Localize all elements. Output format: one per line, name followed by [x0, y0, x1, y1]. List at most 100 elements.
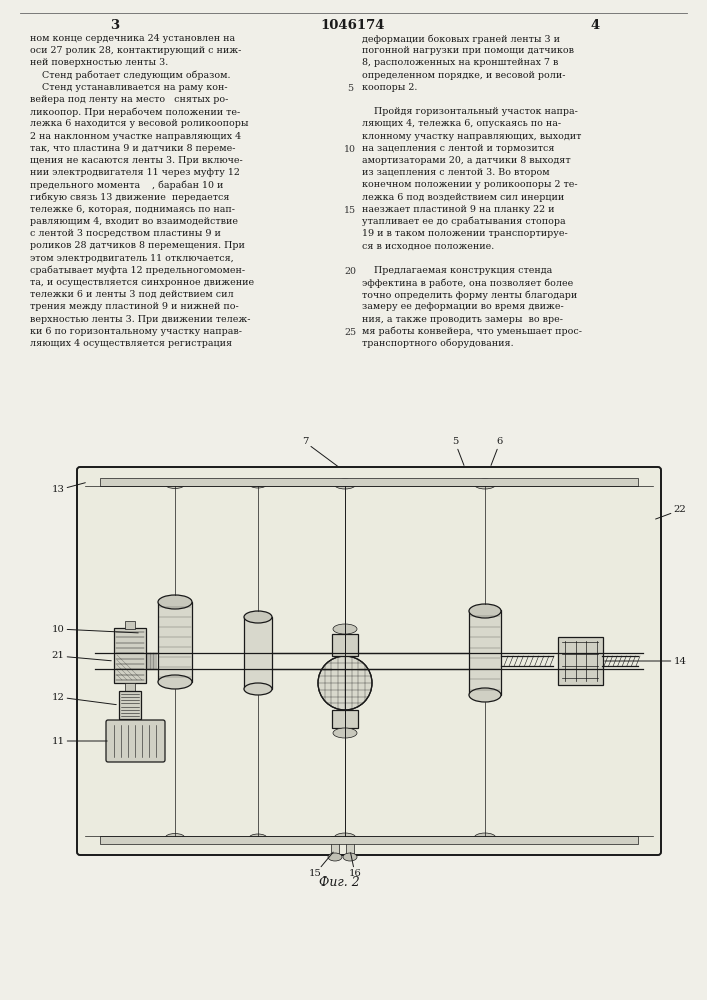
Text: 22: 22: [655, 506, 686, 519]
Ellipse shape: [158, 595, 192, 609]
Text: этом электродвигатель 11 отключается,: этом электродвигатель 11 отключается,: [30, 254, 234, 263]
Text: ния, а также проводить замеры  во вре-: ния, а также проводить замеры во вре-: [362, 315, 563, 324]
Ellipse shape: [343, 853, 357, 861]
Text: лежка 6 под воздействием сил инерции: лежка 6 под воздействием сил инерции: [362, 193, 564, 202]
Text: 5: 5: [452, 438, 464, 465]
Text: гибкую связь 13 движение  передается: гибкую связь 13 движение передается: [30, 193, 230, 202]
Ellipse shape: [469, 688, 501, 702]
Text: роликов 28 датчиков 8 перемещения. При: роликов 28 датчиков 8 перемещения. При: [30, 241, 245, 250]
Text: определенном порядке, и весовой роли-: определенном порядке, и весовой роли-: [362, 71, 566, 80]
Text: наезжает пластиной 9 на планку 22 и: наезжает пластиной 9 на планку 22 и: [362, 205, 554, 214]
Ellipse shape: [334, 479, 356, 489]
Text: верхностью ленты 3. При движении тележ-: верхностью ленты 3. При движении тележ-: [30, 315, 250, 324]
Bar: [119, 691, 141, 719]
Ellipse shape: [165, 834, 185, 842]
Text: ки 6 по горизонтальному участку направ-: ки 6 по горизонтальному участку направ-: [30, 327, 242, 336]
Text: 10: 10: [52, 624, 139, 634]
Bar: [469, 610, 501, 695]
Text: тележки 6 и ленты 3 под действием сил: тележки 6 и ленты 3 под действием сил: [30, 290, 233, 299]
Bar: [100, 478, 638, 486]
Text: деформации боковых граней ленты 3 и: деформации боковых граней ленты 3 и: [362, 34, 560, 43]
Ellipse shape: [474, 479, 496, 489]
Ellipse shape: [333, 624, 357, 634]
Text: ном конце сердечника 24 установлен на: ном конце сердечника 24 установлен на: [30, 34, 235, 43]
Text: ней поверхностью ленты 3.: ней поверхностью ленты 3.: [30, 58, 168, 67]
Text: 3: 3: [110, 19, 119, 32]
Text: погонной нагрузки при помощи датчиков: погонной нагрузки при помощи датчиков: [362, 46, 574, 55]
Text: 6: 6: [491, 438, 503, 465]
Text: 7: 7: [302, 438, 338, 466]
Text: транспортного оборудования.: транспортного оборудования.: [362, 339, 513, 349]
Ellipse shape: [249, 834, 267, 842]
Ellipse shape: [158, 675, 192, 689]
Text: 14: 14: [604, 656, 686, 666]
Ellipse shape: [165, 480, 185, 488]
Text: 11: 11: [52, 736, 107, 746]
Text: 12: 12: [52, 692, 116, 705]
Text: эффектина в работе, она позволяет более: эффектина в работе, она позволяет более: [362, 278, 573, 288]
Text: щения не касаются ленты 3. При включе-: щения не касаются ленты 3. При включе-: [30, 156, 243, 165]
Text: 25: 25: [344, 328, 356, 337]
Text: конечном положении у роликоопоры 2 те-: конечном положении у роликоопоры 2 те-: [362, 180, 578, 189]
Bar: [331, 836, 339, 857]
Text: 16: 16: [349, 853, 361, 879]
Text: лежка 6 находится у весовой роликоопоры: лежка 6 находится у весовой роликоопоры: [30, 119, 248, 128]
Text: вейера под ленту на место   снятых ро-: вейера под ленту на место снятых ро-: [30, 95, 228, 104]
Text: оси 27 ролик 28, контактирующий с ниж-: оси 27 ролик 28, контактирующий с ниж-: [30, 46, 241, 55]
Text: 19 и в таком положении транспортируе-: 19 и в таком положении транспортируе-: [362, 229, 568, 238]
Ellipse shape: [334, 833, 356, 843]
Text: точно определить форму ленты благодари: точно определить форму ленты благодари: [362, 290, 577, 300]
Ellipse shape: [333, 728, 357, 738]
Bar: [158, 602, 192, 682]
Ellipse shape: [244, 611, 272, 623]
Ellipse shape: [244, 683, 272, 695]
Bar: [346, 836, 354, 857]
Ellipse shape: [249, 480, 267, 488]
Text: 10: 10: [344, 145, 356, 154]
Text: 21: 21: [52, 652, 111, 661]
FancyBboxPatch shape: [106, 720, 165, 762]
Text: та, и осуществляется синхронное движение: та, и осуществляется синхронное движение: [30, 278, 254, 287]
Text: 1046174: 1046174: [321, 19, 385, 32]
Bar: [100, 836, 638, 844]
Text: из зацепления с лентой 3. Во втором: из зацепления с лентой 3. Во втором: [362, 168, 549, 177]
Text: амортизаторами 20, а датчики 8 выходят: амортизаторами 20, а датчики 8 выходят: [362, 156, 571, 165]
Text: трения между пластиной 9 и нижней по-: трения между пластиной 9 и нижней по-: [30, 302, 239, 311]
Text: 5: 5: [347, 84, 353, 93]
Bar: [244, 617, 272, 689]
Text: ликоопор. При нерабочем положении те-: ликоопор. При нерабочем положении те-: [30, 107, 240, 117]
Bar: [558, 637, 603, 685]
Text: ся в исходное положение.: ся в исходное положение.: [362, 241, 494, 250]
Text: 13: 13: [52, 483, 86, 494]
Text: так, что пластина 9 и датчики 8 переме-: так, что пластина 9 и датчики 8 переме-: [30, 144, 235, 153]
Text: 8, расположенных на кронштейнах 7 в: 8, расположенных на кронштейнах 7 в: [362, 58, 559, 67]
Bar: [332, 710, 358, 728]
Text: клонному участку направляющих, выходит: клонному участку направляющих, выходит: [362, 132, 581, 141]
Text: Стенд работает следующим образом.: Стенд работает следующим образом.: [30, 71, 230, 80]
Bar: [125, 683, 135, 691]
Text: 2 на наклонном участке направляющих 4: 2 на наклонном участке направляющих 4: [30, 132, 241, 141]
FancyBboxPatch shape: [77, 467, 661, 855]
Text: 15: 15: [344, 206, 356, 215]
Text: равляющим 4, входит во взаимодействие: равляющим 4, входит во взаимодействие: [30, 217, 238, 226]
Text: нии электродвигателя 11 через муфту 12: нии электродвигателя 11 через муфту 12: [30, 168, 240, 177]
Bar: [332, 634, 358, 656]
Text: коопоры 2.: коопоры 2.: [362, 83, 417, 92]
Text: Фиг. 2: Фиг. 2: [319, 876, 359, 888]
Text: тележке 6, которая, поднимаясь по нап-: тележке 6, которая, поднимаясь по нап-: [30, 205, 235, 214]
Ellipse shape: [474, 833, 496, 843]
Text: 20: 20: [344, 267, 356, 276]
Text: предельного момента    , барабан 10 и: предельного момента , барабан 10 и: [30, 180, 223, 190]
Text: Пройдя горизонтальный участок напра-: Пройдя горизонтальный участок напра-: [362, 107, 578, 116]
Text: утапливает ее до срабатывания стопора: утапливает ее до срабатывания стопора: [362, 217, 566, 227]
Text: срабатывает муфта 12 предельногомомен-: срабатывает муфта 12 предельногомомен-: [30, 266, 245, 275]
Text: 15: 15: [308, 852, 333, 879]
Circle shape: [318, 656, 372, 710]
Text: Предлагаемая конструкция стенда: Предлагаемая конструкция стенда: [362, 266, 552, 275]
Text: мя работы конвейера, что уменьшает прос-: мя работы конвейера, что уменьшает прос-: [362, 327, 582, 336]
Text: ляющих 4 осуществляется регистрация: ляющих 4 осуществляется регистрация: [30, 339, 232, 348]
Bar: [114, 628, 146, 683]
Ellipse shape: [328, 853, 342, 861]
Text: с лентой 3 посредством пластины 9 и: с лентой 3 посредством пластины 9 и: [30, 229, 221, 238]
Bar: [125, 621, 135, 629]
